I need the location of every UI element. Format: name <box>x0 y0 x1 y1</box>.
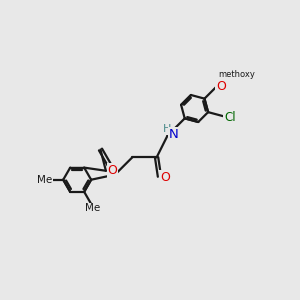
Text: Me: Me <box>37 175 52 185</box>
Text: Cl: Cl <box>224 111 236 124</box>
Text: O: O <box>107 164 117 177</box>
Text: N: N <box>169 128 178 141</box>
Text: Me: Me <box>85 203 100 213</box>
Text: O: O <box>160 171 170 184</box>
Text: H: H <box>163 124 171 134</box>
Text: methoxy: methoxy <box>218 70 255 79</box>
Text: O: O <box>216 80 226 93</box>
